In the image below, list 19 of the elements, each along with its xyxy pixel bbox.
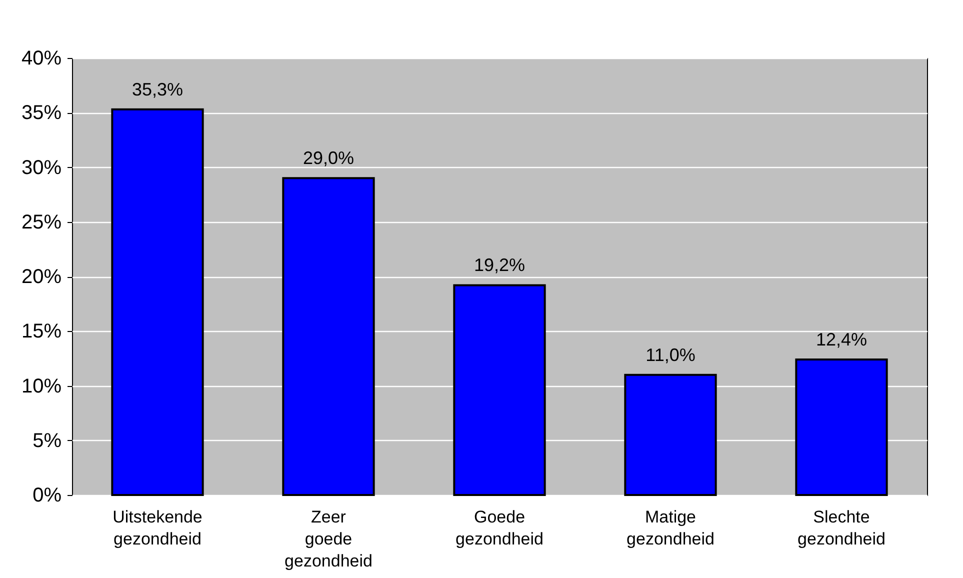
y-tick-label: 40% — [21, 48, 62, 70]
data-label: 11,0% — [646, 344, 696, 365]
x-tick-label: Slechte gezondheid — [798, 508, 886, 548]
data-label: 19,2% — [474, 255, 526, 276]
data-label: 35,3% — [132, 79, 184, 100]
x-tick-label: Matige gezondheid — [626, 508, 714, 548]
y-tick-label: 30% — [21, 156, 62, 179]
y-tick-label: 20% — [21, 266, 62, 288]
y-tick-label: 0% — [32, 484, 62, 506]
y-tick-label: 15% — [21, 320, 62, 343]
data-label: 12,4% — [816, 330, 868, 350]
y-tick-label: 25% — [21, 211, 62, 234]
x-tick-label: Zeer goede gezondheid — [284, 508, 372, 570]
data-label: 29,0% — [302, 148, 354, 168]
x-tick-label: Goede gezondheid — [456, 508, 544, 548]
x-tick-label: Uitstekende gezondheid — [112, 508, 202, 548]
y-tick-label: 5% — [32, 430, 62, 452]
y-tick-label: 35% — [21, 102, 62, 124]
y-tick-label: 10% — [21, 375, 62, 398]
